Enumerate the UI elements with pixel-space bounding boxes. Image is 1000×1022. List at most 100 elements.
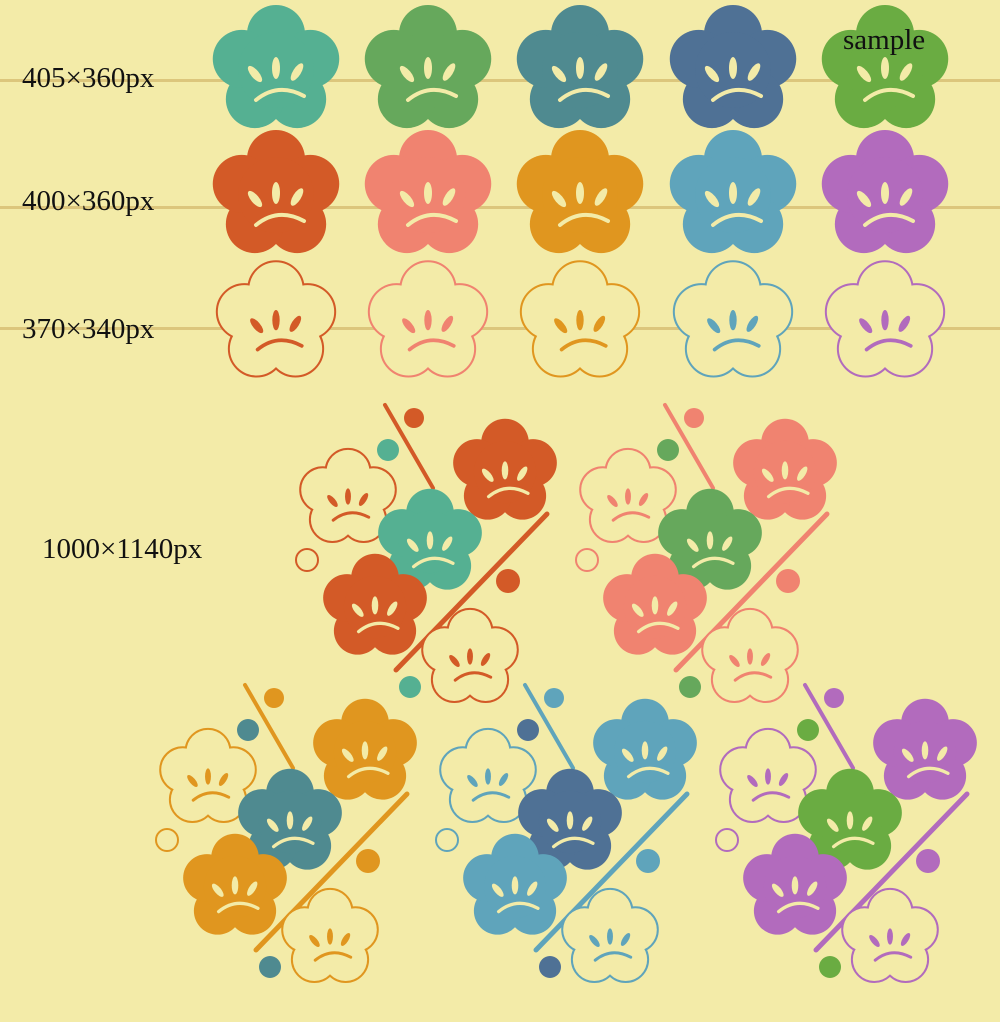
branch-stroke <box>673 511 830 673</box>
dot <box>264 688 284 708</box>
plum-blossom-outline <box>841 887 939 984</box>
dot <box>679 676 701 698</box>
plum-blossom <box>603 553 707 655</box>
row-label-1: 405×360px <box>22 62 155 94</box>
plum-blossom-outline <box>421 607 519 704</box>
blossom-stamen <box>551 182 610 227</box>
plum-blossom-outline <box>215 260 337 378</box>
blossom-stamen <box>589 928 633 962</box>
blossom-stamen <box>250 310 304 352</box>
blossom-stamen <box>309 928 353 962</box>
plum-blossom <box>743 833 847 935</box>
guide-line <box>0 327 1000 330</box>
plum-blossom-outline <box>439 727 537 824</box>
dot <box>517 719 539 741</box>
plum-blossom <box>873 698 977 800</box>
pattern-tile <box>295 403 557 704</box>
blossom-stamen <box>247 57 306 102</box>
dot <box>657 439 679 461</box>
plum-blossom-outline <box>159 727 257 824</box>
row-label-3: 370×340px <box>22 313 155 345</box>
blossom-stamen <box>869 928 913 962</box>
blossom-stamen <box>856 57 915 102</box>
branch-stroke <box>803 683 855 770</box>
blossom-stamen <box>491 876 540 914</box>
pattern-tile <box>715 683 977 984</box>
dot <box>377 439 399 461</box>
blossom-stamen <box>481 461 530 499</box>
blossom-stamen <box>621 741 670 779</box>
dot <box>496 569 520 593</box>
blossom-stamen <box>247 182 306 227</box>
blossom-stamen <box>327 488 371 522</box>
plum-blossom-outline <box>701 607 799 704</box>
blossom-stamen <box>686 531 735 569</box>
blossom-stamen <box>467 768 511 802</box>
blossom-stamen <box>704 57 763 102</box>
plum-blossom-outline <box>824 260 946 378</box>
dot <box>824 688 844 708</box>
plum-blossom <box>669 5 797 129</box>
blossom-stamen <box>826 811 875 849</box>
blossom-stamen <box>341 741 390 779</box>
guide-line <box>0 79 1000 82</box>
dot <box>404 408 424 428</box>
plum-blossom <box>821 5 949 129</box>
branch-stroke <box>663 403 715 490</box>
pattern-tile <box>575 403 837 704</box>
branch-stroke <box>393 511 550 673</box>
dot <box>684 408 704 428</box>
blossom-stamen <box>554 310 608 352</box>
plum-blossom <box>518 768 622 870</box>
ring <box>575 548 599 572</box>
plum-blossom <box>821 130 949 254</box>
branch-stroke <box>523 683 575 770</box>
dot <box>636 849 660 873</box>
plum-blossom <box>516 130 644 254</box>
dot <box>916 849 940 873</box>
plum-blossom-outline <box>367 260 489 378</box>
plum-blossom <box>669 130 797 254</box>
blossom-stamen <box>747 768 791 802</box>
plum-blossom <box>463 833 567 935</box>
branch-stroke <box>533 791 690 953</box>
blossom-stamen <box>771 876 820 914</box>
blossom-stamen <box>729 648 773 682</box>
plum-blossom-outline <box>561 887 659 984</box>
plum-blossom <box>183 833 287 935</box>
plum-blossom <box>798 768 902 870</box>
dot <box>819 956 841 978</box>
plum-blossom-outline <box>519 260 641 378</box>
blossom-stamen <box>546 811 595 849</box>
blossom-stamen <box>351 596 400 634</box>
blossom-stamen <box>266 811 315 849</box>
branch-stroke <box>813 791 970 953</box>
plum-blossom <box>364 130 492 254</box>
blossom-stamen <box>704 182 763 227</box>
plum-blossom <box>238 768 342 870</box>
ring <box>435 828 459 852</box>
dot <box>237 719 259 741</box>
blossom-stamen <box>402 310 456 352</box>
blossom-stamen <box>449 648 493 682</box>
blossom-stamen <box>856 182 915 227</box>
dot <box>259 956 281 978</box>
blossom-stamen <box>551 57 610 102</box>
dot <box>399 676 421 698</box>
plum-blossom-outline <box>579 447 677 544</box>
blossom-stamen <box>399 182 458 227</box>
plum-blossom <box>658 488 762 590</box>
plum-blossom <box>733 418 837 520</box>
branch-stroke <box>243 683 295 770</box>
row-label-2: 400×360px <box>22 185 155 217</box>
dot <box>776 569 800 593</box>
blossom-stamen <box>631 596 680 634</box>
blossom-stamen <box>761 461 810 499</box>
branch-stroke <box>383 403 435 490</box>
plum-blossom-outline <box>299 447 397 544</box>
plum-blossom <box>212 5 340 129</box>
plum-blossom-outline <box>672 260 794 378</box>
dot <box>356 849 380 873</box>
branch-stroke <box>253 791 410 953</box>
